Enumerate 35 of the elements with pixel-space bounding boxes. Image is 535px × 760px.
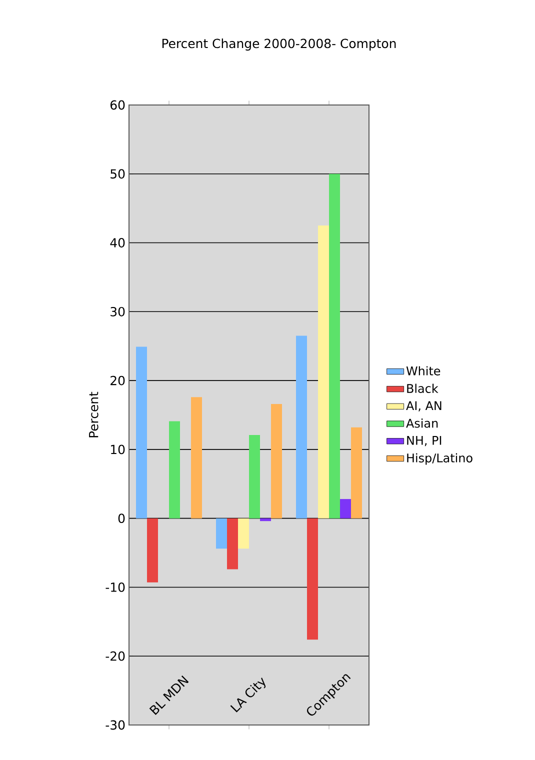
y-tick-label: 20	[110, 376, 125, 386]
y-tick-label: -10	[106, 582, 125, 592]
bar	[340, 499, 352, 518]
y-tick-label: 50	[110, 169, 125, 179]
bar	[351, 427, 362, 518]
y-tick-label: 10	[111, 444, 125, 454]
bar	[329, 174, 340, 518]
bar	[249, 434, 260, 518]
y-axis-title: Percent	[89, 392, 98, 438]
bar	[136, 346, 147, 518]
x-tick-label: LA City	[230, 678, 266, 712]
legend-label: NH, PI	[407, 436, 442, 446]
legend-label: Black	[407, 384, 438, 393]
legend-label: Asian	[406, 418, 438, 428]
legend-label: AI, AN	[406, 401, 442, 412]
y-tick-label: 40	[110, 238, 125, 248]
y-tick-label: -20	[106, 651, 125, 661]
legend-label: Hisp/Latino	[407, 453, 472, 465]
y-tick-label: 0	[118, 514, 125, 524]
bar	[216, 518, 227, 549]
bar	[191, 397, 202, 518]
y-tick-label: 60	[110, 100, 125, 110]
chart-title: Percent Change 2000-2008- Compton	[162, 38, 396, 51]
bar	[238, 518, 249, 549]
bar	[318, 226, 330, 518]
bar	[307, 518, 318, 640]
bar	[260, 518, 271, 522]
bar	[296, 336, 307, 518]
bar	[147, 518, 158, 582]
y-tick-label: 30	[110, 306, 125, 316]
bar	[169, 421, 180, 518]
legend-label: White	[406, 366, 440, 376]
y-tick-label: -30	[106, 720, 125, 730]
bar	[227, 518, 238, 570]
bar	[271, 404, 282, 518]
